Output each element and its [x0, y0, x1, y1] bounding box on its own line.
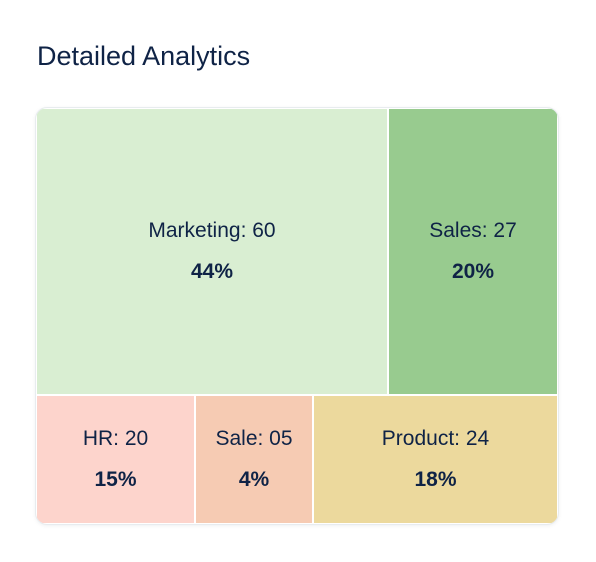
- tile-percent: 18%: [414, 468, 457, 491]
- tile-label: Sales: 27: [429, 219, 517, 242]
- treemap-tile-hr[interactable]: HR: 20 15%: [36, 395, 195, 524]
- treemap-tile-sale[interactable]: Sale: 05 4%: [195, 395, 313, 524]
- treemap-tile-sales[interactable]: Sales: 27 20%: [388, 108, 558, 395]
- tile-label: Product: 24: [381, 427, 490, 450]
- page-title: Detailed Analytics: [37, 41, 251, 71]
- treemap-tile-marketing[interactable]: Marketing: 60 44%: [36, 108, 388, 395]
- treemap-tile-product[interactable]: Product: 24 18%: [313, 395, 558, 524]
- tile-percent: 20%: [451, 260, 495, 283]
- tile-label: Sale: 05: [215, 427, 293, 450]
- tile-percent: 15%: [94, 468, 137, 491]
- tile-percent: 44%: [190, 260, 234, 283]
- tile-label: HR: 20: [82, 427, 149, 450]
- tile-percent: 4%: [238, 468, 270, 491]
- tile-label: Marketing: 60: [148, 219, 276, 242]
- treemap-card: Marketing: 60 44% Sales: 27 20% HR: 20 15% Sal…: [36, 108, 558, 524]
